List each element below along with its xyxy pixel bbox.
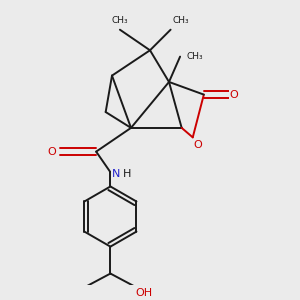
Text: O: O [193, 140, 202, 150]
Text: O: O [230, 90, 238, 100]
Text: O: O [48, 147, 57, 157]
Text: CH₃: CH₃ [112, 16, 128, 25]
Text: CH₃: CH₃ [172, 16, 189, 25]
Text: CH₃: CH₃ [186, 52, 203, 61]
Text: N: N [112, 169, 120, 179]
Text: H: H [122, 169, 131, 179]
Text: OH: OH [136, 288, 153, 298]
